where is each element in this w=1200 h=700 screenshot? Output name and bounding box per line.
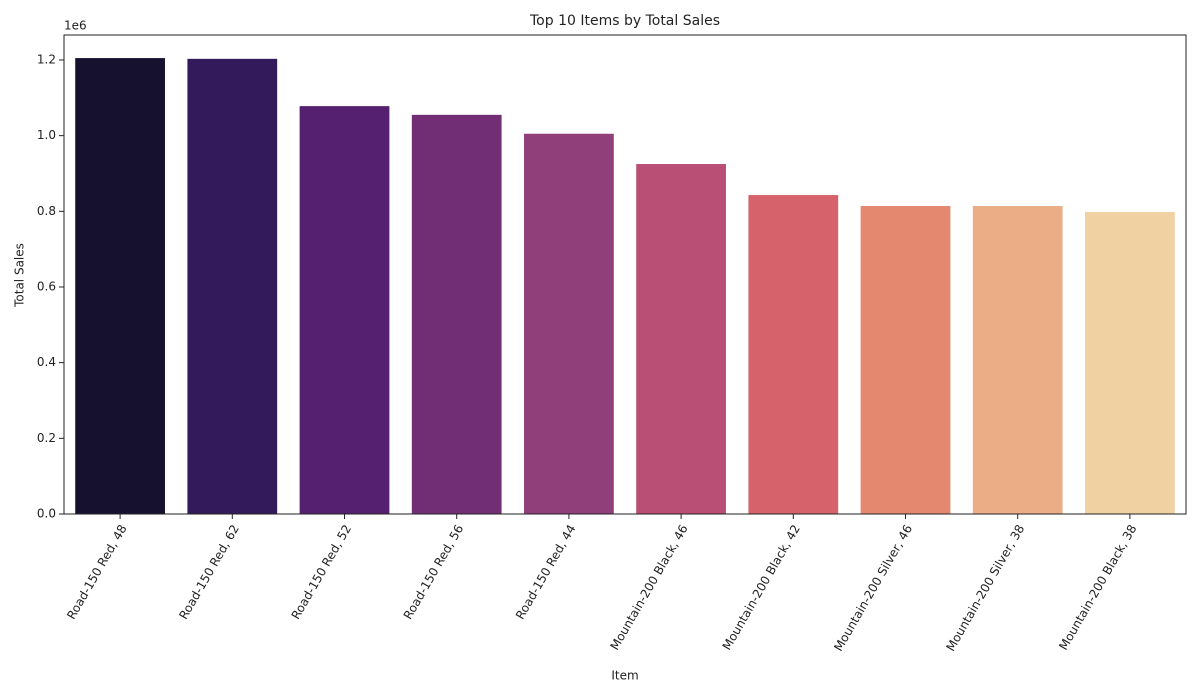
bar — [860, 206, 951, 514]
plot-frame — [63, 34, 1187, 515]
x-tick-label: Mountain-200 Black, 38 — [1056, 522, 1139, 652]
x-tick-label: Road-150 Red, 56 — [401, 522, 467, 622]
bar — [972, 206, 1063, 514]
bar — [299, 106, 390, 515]
x-tick-label: Mountain-200 Silver, 46 — [831, 522, 915, 653]
y-tick-label: 1.0 — [37, 128, 56, 142]
y-axis-label: Total Sales — [13, 243, 27, 308]
y-tick-label: 1.2 — [37, 52, 56, 66]
y-tick-label: 0.6 — [37, 279, 56, 293]
x-tick-label: Road-150 Red, 48 — [64, 522, 130, 622]
x-tick-label: Mountain-200 Silver, 38 — [943, 522, 1027, 653]
bar — [187, 58, 278, 515]
x-tick-label: Mountain-200 Black, 46 — [607, 522, 690, 652]
bar — [524, 133, 614, 514]
y-offset-label: 1e6 — [64, 19, 87, 33]
bar — [75, 58, 165, 515]
y-tick-label: 0.2 — [37, 431, 56, 445]
y-tick-label: 0.8 — [37, 204, 56, 218]
x-axis-label: Item — [611, 669, 638, 683]
x-tick-label: Road-150 Red, 44 — [513, 522, 579, 622]
x-tick-label: Road-150 Red, 52 — [289, 522, 355, 622]
x-tick-label: Mountain-200 Black, 42 — [720, 522, 803, 652]
bar — [748, 195, 839, 514]
bar — [1085, 212, 1175, 514]
chart-title: Top 10 Items by Total Sales — [529, 13, 720, 29]
bar — [411, 114, 502, 514]
y-tick-label: 0.0 — [37, 507, 56, 521]
y-tick-label: 0.4 — [37, 355, 56, 369]
x-tick-label: Road-150 Red, 62 — [176, 522, 242, 622]
bar — [636, 164, 726, 514]
